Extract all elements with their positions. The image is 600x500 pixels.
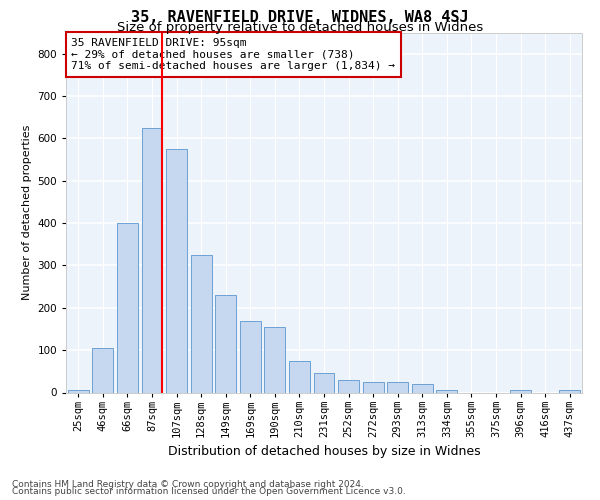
Bar bbox=[338, 380, 359, 392]
Bar bbox=[166, 149, 187, 392]
Bar bbox=[117, 223, 138, 392]
Bar bbox=[92, 348, 113, 393]
Bar bbox=[436, 390, 457, 392]
Bar bbox=[240, 320, 261, 392]
Bar bbox=[362, 382, 383, 392]
Text: 35 RAVENFIELD DRIVE: 95sqm
← 29% of detached houses are smaller (738)
71% of sem: 35 RAVENFIELD DRIVE: 95sqm ← 29% of deta… bbox=[71, 38, 395, 71]
Bar bbox=[265, 327, 286, 392]
Bar bbox=[412, 384, 433, 392]
Bar bbox=[387, 382, 408, 392]
Text: Size of property relative to detached houses in Widnes: Size of property relative to detached ho… bbox=[117, 21, 483, 34]
Text: Contains public sector information licensed under the Open Government Licence v3: Contains public sector information licen… bbox=[12, 488, 406, 496]
Bar bbox=[559, 390, 580, 392]
Bar bbox=[314, 374, 334, 392]
Bar bbox=[289, 360, 310, 392]
Y-axis label: Number of detached properties: Number of detached properties bbox=[22, 125, 32, 300]
Text: Contains HM Land Registry data © Crown copyright and database right 2024.: Contains HM Land Registry data © Crown c… bbox=[12, 480, 364, 489]
Bar bbox=[142, 128, 163, 392]
X-axis label: Distribution of detached houses by size in Widnes: Distribution of detached houses by size … bbox=[167, 446, 481, 458]
Bar bbox=[191, 255, 212, 392]
Bar bbox=[68, 390, 89, 392]
Text: 35, RAVENFIELD DRIVE, WIDNES, WA8 4SJ: 35, RAVENFIELD DRIVE, WIDNES, WA8 4SJ bbox=[131, 10, 469, 25]
Bar bbox=[510, 390, 531, 392]
Bar bbox=[215, 295, 236, 392]
